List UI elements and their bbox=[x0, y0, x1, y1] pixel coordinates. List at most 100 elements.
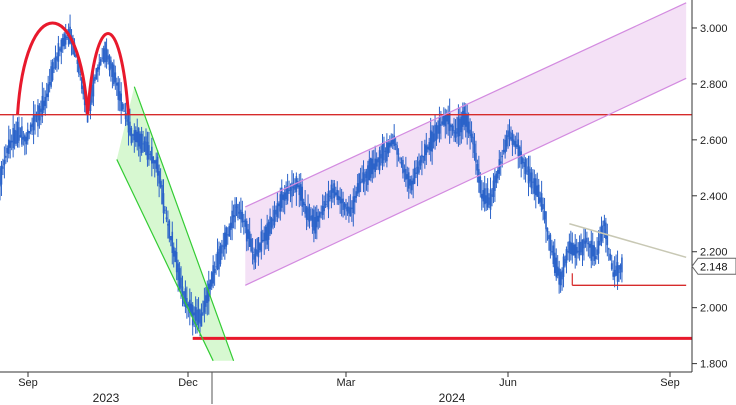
candle-body bbox=[606, 233, 609, 246]
candle-body bbox=[504, 139, 506, 154]
candle-body bbox=[584, 240, 587, 244]
candle-body bbox=[108, 55, 111, 71]
candle-body bbox=[383, 142, 385, 161]
candle-body bbox=[405, 169, 407, 180]
candle-body bbox=[551, 251, 553, 253]
candle-body bbox=[63, 33, 66, 47]
candlestick-series bbox=[0, 14, 623, 337]
candle-body bbox=[443, 115, 445, 125]
candle-body bbox=[301, 186, 304, 207]
candle-body bbox=[240, 209, 242, 220]
candle-body bbox=[346, 207, 349, 212]
candle-body bbox=[60, 39, 63, 52]
candle-body bbox=[345, 203, 347, 210]
candle-body bbox=[521, 158, 524, 164]
candle-body bbox=[3, 160, 6, 166]
candle-body bbox=[197, 309, 200, 323]
candle-body bbox=[310, 215, 312, 220]
candle-body bbox=[299, 184, 302, 201]
candle-body bbox=[53, 67, 55, 69]
candle-body bbox=[349, 207, 352, 217]
candle-body bbox=[92, 78, 95, 97]
candle-body bbox=[168, 220, 171, 239]
candle-body bbox=[212, 265, 214, 284]
candle-body bbox=[421, 154, 423, 163]
candle-body bbox=[470, 133, 473, 138]
candle-body bbox=[326, 201, 328, 203]
candle-body bbox=[114, 72, 117, 83]
candle-body bbox=[133, 130, 136, 141]
candle-body bbox=[523, 162, 525, 168]
candle-body bbox=[193, 312, 195, 316]
candle-body bbox=[597, 240, 600, 254]
candle-body bbox=[432, 133, 435, 143]
candle-body bbox=[219, 246, 222, 265]
x-tick-label: Sep bbox=[18, 377, 38, 389]
candle-body bbox=[361, 178, 363, 183]
candle-body bbox=[613, 269, 616, 277]
candle-body bbox=[97, 67, 99, 72]
candle-body bbox=[542, 204, 544, 209]
candle-body bbox=[35, 115, 38, 117]
candle-body bbox=[356, 183, 359, 194]
candle-body bbox=[494, 175, 496, 191]
candle-body bbox=[533, 178, 536, 194]
x-tick-label: Jun bbox=[499, 377, 517, 389]
x-axis-ticks: Sep Dec Mar Jun Sep bbox=[18, 372, 680, 389]
candle-body bbox=[321, 206, 324, 216]
candle-body bbox=[215, 266, 217, 268]
candle-body bbox=[594, 256, 597, 259]
candle-body bbox=[224, 232, 226, 250]
candle-body bbox=[540, 193, 543, 211]
candle-body bbox=[352, 196, 355, 214]
candle-body bbox=[348, 206, 350, 214]
candle-body bbox=[571, 242, 574, 256]
candle-body bbox=[476, 163, 479, 171]
candle-body bbox=[472, 136, 474, 145]
candle-body bbox=[45, 93, 48, 98]
candle-body bbox=[28, 130, 30, 134]
candle-body bbox=[450, 124, 452, 128]
candle-body bbox=[229, 222, 232, 230]
candle-body bbox=[38, 105, 41, 121]
candle-body bbox=[480, 193, 483, 199]
candle-body bbox=[416, 166, 419, 174]
candle-body bbox=[146, 141, 149, 160]
candle-body bbox=[140, 133, 143, 153]
double-top-arc bbox=[86, 31, 130, 115]
candle-body bbox=[47, 84, 49, 98]
candle-body bbox=[514, 141, 517, 148]
candle-body bbox=[134, 129, 137, 143]
candle-body bbox=[580, 241, 582, 253]
candle-body bbox=[473, 143, 476, 153]
candle-body bbox=[305, 207, 308, 220]
candle-body bbox=[291, 182, 293, 197]
candle-body bbox=[308, 208, 311, 222]
candle-body bbox=[583, 238, 585, 249]
candle-body bbox=[200, 313, 203, 327]
candle-body bbox=[165, 217, 168, 220]
candle-body bbox=[105, 48, 108, 62]
candle-body bbox=[311, 215, 314, 227]
candle-body bbox=[333, 183, 336, 199]
candle-body bbox=[80, 77, 83, 89]
candle-body bbox=[543, 210, 546, 220]
candle-body bbox=[591, 244, 594, 257]
candle-body bbox=[334, 192, 337, 195]
candle-body bbox=[15, 130, 17, 145]
candle-body bbox=[37, 104, 39, 127]
candle-body bbox=[19, 135, 22, 138]
candle-body bbox=[370, 158, 372, 178]
candle-body bbox=[121, 104, 124, 110]
y-tick-label: 2.800 bbox=[700, 79, 728, 91]
candle-body bbox=[556, 266, 559, 276]
candle-body bbox=[275, 209, 277, 215]
candle-body bbox=[511, 132, 514, 145]
candle-body bbox=[162, 193, 165, 214]
candle-body bbox=[505, 135, 508, 147]
candle-body bbox=[460, 116, 463, 133]
candle-body bbox=[400, 162, 403, 165]
candle-body bbox=[440, 124, 442, 127]
candle-body bbox=[316, 211, 318, 228]
y-tick-label: 2.200 bbox=[700, 247, 728, 259]
